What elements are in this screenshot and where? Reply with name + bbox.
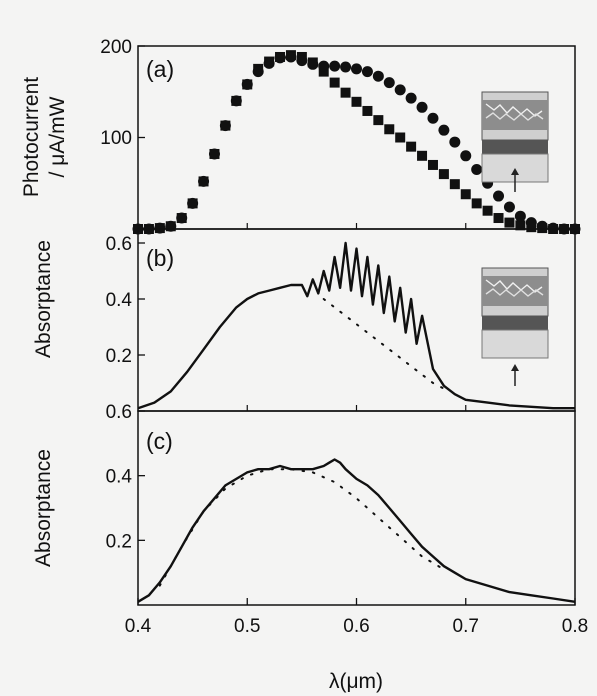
panel-a-ytick-label: 200 bbox=[100, 37, 132, 58]
data-point-square bbox=[438, 169, 449, 180]
data-point-circle bbox=[405, 92, 417, 104]
data-point-circle bbox=[351, 63, 362, 75]
panel-a: (a) Photocurrent / μA/mW 100 200 bbox=[20, 37, 581, 235]
data-point-circle bbox=[154, 222, 166, 234]
data-point-circle bbox=[394, 84, 406, 96]
panel-b-ylabel: Absorptance bbox=[32, 240, 55, 358]
data-point-circle bbox=[547, 222, 559, 234]
data-point-circle bbox=[241, 78, 253, 90]
data-point-circle bbox=[416, 101, 428, 113]
panel-a-ylabel-line1: Photocurrent bbox=[20, 77, 43, 197]
panel-a-ylabel-line2: / μA/mW bbox=[46, 96, 69, 177]
panel-a-label: (a) bbox=[146, 56, 174, 82]
data-point-circle bbox=[198, 175, 210, 187]
x-tick-label: 0.5 bbox=[234, 616, 260, 637]
data-point-circle bbox=[252, 66, 264, 78]
data-point-square bbox=[395, 132, 406, 143]
panel-b-ytick-label: 0.6 bbox=[106, 234, 132, 255]
panel-a-ytick-label: 100 bbox=[100, 128, 132, 149]
data-point-circle bbox=[187, 197, 199, 209]
data-point-square bbox=[515, 220, 526, 231]
data-point-circle bbox=[514, 210, 526, 222]
panel-c-ytick-label: 0.6 bbox=[106, 402, 132, 423]
data-point-circle bbox=[230, 95, 242, 107]
data-point-square bbox=[362, 105, 373, 116]
data-point-square bbox=[449, 179, 460, 190]
data-point-square bbox=[427, 159, 438, 170]
series-line-dotted bbox=[158, 468, 445, 587]
x-tick-label: 0.4 bbox=[125, 616, 152, 637]
panel-c-label: (c) bbox=[146, 428, 173, 454]
data-point-circle bbox=[318, 60, 330, 72]
data-point-square bbox=[406, 141, 417, 152]
x-axis-title: λ(μm) bbox=[329, 670, 383, 693]
data-point-circle bbox=[296, 55, 308, 67]
panel-b-ytick-label: 0.4 bbox=[106, 290, 133, 311]
panel-b-ytick-label: 0.2 bbox=[106, 346, 132, 367]
data-point-square bbox=[340, 87, 351, 98]
data-point-circle bbox=[274, 52, 286, 64]
panel-c-ylabel: Absorptance bbox=[32, 449, 55, 567]
panel-b-marks bbox=[137, 241, 575, 411]
data-point-circle bbox=[307, 58, 319, 70]
data-point-circle bbox=[427, 112, 439, 124]
data-point-square bbox=[482, 205, 493, 216]
data-point-square bbox=[351, 96, 362, 107]
data-point-circle bbox=[471, 164, 483, 176]
data-point-circle bbox=[208, 148, 220, 160]
data-point-square bbox=[373, 115, 384, 126]
data-point-circle bbox=[165, 220, 177, 232]
device-inset-icon bbox=[481, 91, 549, 192]
data-point-square bbox=[384, 124, 395, 135]
data-point-circle bbox=[525, 217, 537, 229]
device-inset-icon bbox=[481, 267, 549, 386]
data-point-circle bbox=[176, 212, 188, 224]
series-line-solid bbox=[137, 241, 575, 410]
data-point-square bbox=[329, 77, 340, 88]
x-tick-label: 0.7 bbox=[453, 616, 479, 637]
data-point-circle bbox=[449, 136, 461, 148]
x-tick-label: 0.6 bbox=[343, 616, 369, 637]
panel-b-ticks: 0.2 0.4 0.6 bbox=[106, 234, 133, 367]
x-tick-label: 0.8 bbox=[562, 616, 588, 637]
data-point-square bbox=[417, 150, 428, 161]
data-point-circle bbox=[383, 77, 395, 89]
data-point-square bbox=[504, 217, 515, 228]
data-point-circle bbox=[285, 51, 297, 63]
data-point-square bbox=[493, 213, 504, 224]
panel-c-ytick-label: 0.2 bbox=[106, 531, 132, 552]
panel-c-ytick-label: 0.4 bbox=[106, 467, 133, 488]
data-point-circle bbox=[438, 124, 450, 136]
data-point-circle bbox=[329, 60, 341, 72]
data-point-circle bbox=[536, 220, 548, 232]
data-point-circle bbox=[219, 120, 231, 132]
data-point-circle bbox=[460, 150, 472, 162]
data-point-circle bbox=[493, 190, 505, 202]
panel-c-marks bbox=[137, 410, 576, 605]
data-point-circle bbox=[361, 66, 373, 78]
panel-c-ticks: 0.2 0.4 0.6 0.4 0.5 0.6 0.7 0.8 bbox=[106, 402, 589, 637]
series-line-dotted bbox=[322, 298, 445, 390]
data-point-circle bbox=[372, 70, 384, 82]
data-point-circle bbox=[340, 61, 352, 73]
data-point-circle bbox=[503, 201, 515, 213]
panel-b-label: (b) bbox=[146, 245, 174, 271]
panel-c: (c) Absorptance λ(μm) 0.2 0.4 0.6 0.4 0.5 0.6… bbox=[32, 402, 588, 693]
data-point-square bbox=[471, 198, 482, 209]
data-point-square bbox=[460, 189, 471, 200]
data-point-circle bbox=[263, 57, 275, 69]
series-line-solid bbox=[137, 458, 576, 603]
